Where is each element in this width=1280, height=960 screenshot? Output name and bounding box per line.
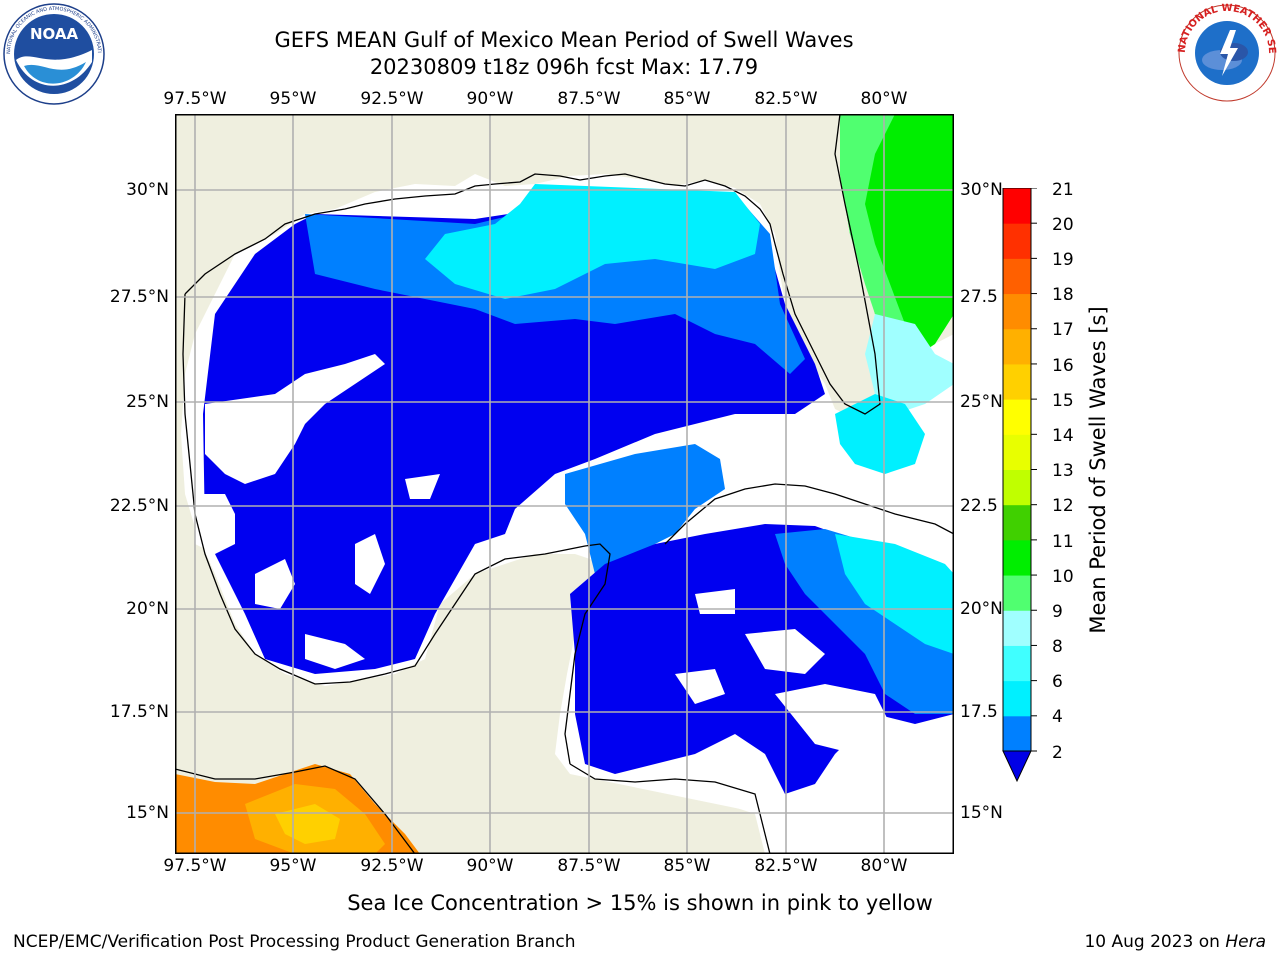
coastline <box>175 765 416 854</box>
gridlines <box>175 114 954 854</box>
map-frame <box>175 114 954 854</box>
no-data-patch <box>255 559 295 609</box>
footer-credit: NCEP/EMC/Verification Post Processing Pr… <box>13 932 576 952</box>
colorbar-tick: 20 <box>1052 215 1074 235</box>
colorbar-title: Mean Period of Swell Waves [s] <box>1086 306 1110 634</box>
top-lon-label: 95°W <box>269 89 317 109</box>
colorbar-tick: 21 <box>1052 180 1074 200</box>
bottom-lon-label: 95°W <box>269 856 317 876</box>
swell-6 <box>835 394 925 474</box>
colorbar-segment <box>1003 610 1031 646</box>
sea-ice-note: Sea Ice Concentration > 15% is shown in … <box>347 891 933 915</box>
noaa-logo: NOAA NATIONAL OCEANIC AND ATMOSPHERIC AD… <box>2 2 105 105</box>
bottom-lon-label: 80°W <box>860 856 908 876</box>
right-lat-label: 25°N <box>960 392 1003 412</box>
left-lat-label: 27.5°N <box>109 287 169 307</box>
colorbar-segment <box>1003 363 1031 400</box>
top-lon-label: 87.5°W <box>557 89 621 109</box>
bottom-lon-label: 85°W <box>663 856 711 876</box>
colorbar-tick: 17 <box>1052 320 1074 340</box>
swell-6 <box>835 534 954 654</box>
bottom-lon-label: 82.5°W <box>754 856 818 876</box>
no-data-patch <box>405 474 440 499</box>
right-lat-label: 20°N <box>960 599 1003 619</box>
left-lat-label: 17.5°N <box>109 702 169 722</box>
colorbar-segment <box>1003 188 1031 224</box>
coastline <box>664 483 954 545</box>
bottom-lon-label: 90°W <box>466 856 514 876</box>
noaa-logo-text: NOAA <box>30 25 79 43</box>
colorbar-tick: 10 <box>1052 567 1074 587</box>
swell-6 <box>425 184 760 299</box>
colorbar-segment <box>1003 399 1031 435</box>
colorbar-tick: 6 <box>1052 672 1063 692</box>
no-data-patch <box>195 494 235 554</box>
swell-8 <box>865 314 954 414</box>
left-lat-label: 30°N <box>126 180 169 200</box>
colorbar-segment <box>1003 504 1031 541</box>
footer-host: Hera <box>1225 932 1266 952</box>
right-lat-label: 22.5 <box>960 496 998 516</box>
no-data-patch <box>355 534 385 594</box>
colorbar-segment <box>1003 434 1031 470</box>
colorbar-tick: 13 <box>1052 461 1074 481</box>
footer-date: 10 Aug 2023 on Hera <box>1084 932 1266 952</box>
colorbar <box>1002 188 1037 783</box>
colorbar-segment <box>1003 293 1031 330</box>
colorbar-segment <box>1003 575 1031 611</box>
coastline <box>184 114 881 415</box>
no-data-patch <box>775 684 895 754</box>
colorbar-segment <box>1003 223 1031 259</box>
colorbar-segment <box>1003 680 1031 717</box>
coastline <box>569 763 771 854</box>
top-lon-label: 80°W <box>860 89 908 109</box>
colorbar-segment <box>1003 539 1031 576</box>
chart-title: GEFS MEAN Gulf of Mexico Mean Period of … <box>274 28 854 52</box>
nws-logo: NATIONAL WEATHER SERVICE <box>1176 2 1277 102</box>
no-data-patch <box>205 354 385 484</box>
swell-9 <box>840 114 905 354</box>
colorbar-segment <box>1003 645 1031 682</box>
colorbar-tick: 15 <box>1052 391 1074 411</box>
colorbar-segment <box>1003 328 1031 365</box>
chart-subtitle: 20230809 t18z 096h fcst Max: 17.79 <box>369 55 759 79</box>
left-lat-label: 22.5°N <box>109 496 169 516</box>
colorbar-tick: 11 <box>1052 532 1074 552</box>
no-data-patch <box>305 634 365 669</box>
left-lat-label: 20°N <box>126 599 169 619</box>
top-lon-label: 85°W <box>663 89 711 109</box>
colorbar-tick: 14 <box>1052 426 1074 446</box>
top-lon-label: 82.5°W <box>754 89 818 109</box>
ice-region <box>275 804 340 844</box>
colorbar-tick: 18 <box>1052 285 1074 305</box>
map-panel <box>175 114 954 854</box>
no-data-patch <box>745 629 825 674</box>
colorbar-tick: 16 <box>1052 356 1074 376</box>
colorbar-tick: 12 <box>1052 496 1074 516</box>
right-lat-label: 27.5 <box>960 287 998 307</box>
bottom-lon-label: 92.5°W <box>360 856 424 876</box>
top-lon-label: 90°W <box>466 89 514 109</box>
right-lat-label: 15°N <box>960 803 1003 823</box>
right-lat-label: 30°N <box>960 180 1003 200</box>
colorbar-tick: 8 <box>1052 637 1063 657</box>
coastline <box>182 293 611 765</box>
colorbar-extend-arrow <box>1002 750 1032 783</box>
colorbar-tick: 2 <box>1052 743 1063 763</box>
colorbar-tick: 9 <box>1052 602 1063 622</box>
no-data-patch <box>695 589 735 614</box>
left-lat-label: 15°N <box>126 803 169 823</box>
colorbar-tick: 19 <box>1052 250 1074 270</box>
bottom-lon-label: 87.5°W <box>557 856 621 876</box>
colorbar-tick: 4 <box>1052 707 1063 727</box>
right-lat-label: 17.5 <box>960 702 998 722</box>
left-lat-label: 25°N <box>126 392 169 412</box>
colorbar-segment <box>1003 258 1031 295</box>
colorbar-segment <box>1003 469 1031 506</box>
colorbar-segment <box>1003 715 1031 752</box>
top-lon-label: 97.5°W <box>163 89 227 109</box>
top-lon-label: 92.5°W <box>360 89 424 109</box>
bottom-lon-label: 97.5°W <box>163 856 227 876</box>
